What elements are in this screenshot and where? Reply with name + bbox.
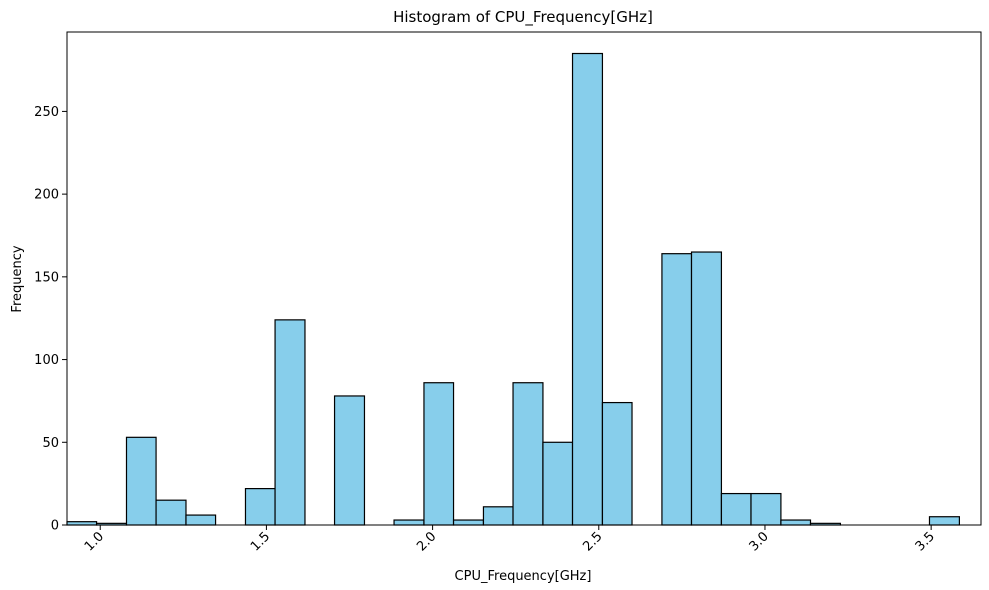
histogram-bar: [750, 492, 782, 526]
x-tick-label: 1.0: [82, 529, 107, 554]
histogram-bar: [423, 382, 455, 526]
y-tick-label: 200: [34, 188, 59, 203]
y-tick-label: 250: [34, 105, 59, 120]
histogram-bar: [720, 492, 752, 526]
histogram-bar: [393, 519, 425, 526]
y-tick-label: 50: [42, 436, 59, 451]
histogram-bar: [274, 319, 306, 526]
chart-title: Histogram of CPU_Frequency[GHz]: [393, 8, 653, 27]
histogram-bar: [512, 382, 544, 526]
histogram-bar: [244, 488, 276, 526]
y-axis-title: Frequency: [10, 245, 25, 312]
histogram-bar: [780, 519, 812, 526]
histogram-bar: [452, 519, 485, 526]
histogram-bar: [690, 251, 723, 526]
x-tick-label: 3.0: [747, 529, 772, 554]
histogram-bar: [601, 401, 633, 526]
x-tick-label: 1.5: [248, 529, 273, 554]
x-axis: 1.0 1.5 2.0 2.5 3.0 3.5: [82, 525, 938, 554]
y-axis: 0 50 100 150 200 250: [34, 105, 67, 534]
histogram-bar: [542, 441, 574, 526]
x-axis-title: CPU_Frequency[GHz]: [455, 569, 592, 584]
y-tick-label: 100: [34, 353, 59, 368]
y-tick-label: 150: [34, 270, 59, 285]
histogram-bar: [155, 499, 187, 526]
histogram-bar: [185, 514, 217, 526]
histogram-bar: [928, 516, 960, 526]
x-tick-label: 2.5: [580, 529, 605, 554]
histogram-bar: [125, 436, 157, 526]
y-tick-label: 0: [51, 519, 59, 534]
x-tick-label: 3.5: [913, 529, 938, 554]
histogram-bar: [571, 52, 604, 526]
histogram-bar: [482, 506, 514, 526]
histogram-bar: [661, 253, 693, 526]
histogram-bar: [333, 395, 366, 526]
x-tick-label: 2.0: [414, 529, 439, 554]
bars-layer: [66, 52, 960, 526]
plot-frame: [66, 31, 982, 526]
